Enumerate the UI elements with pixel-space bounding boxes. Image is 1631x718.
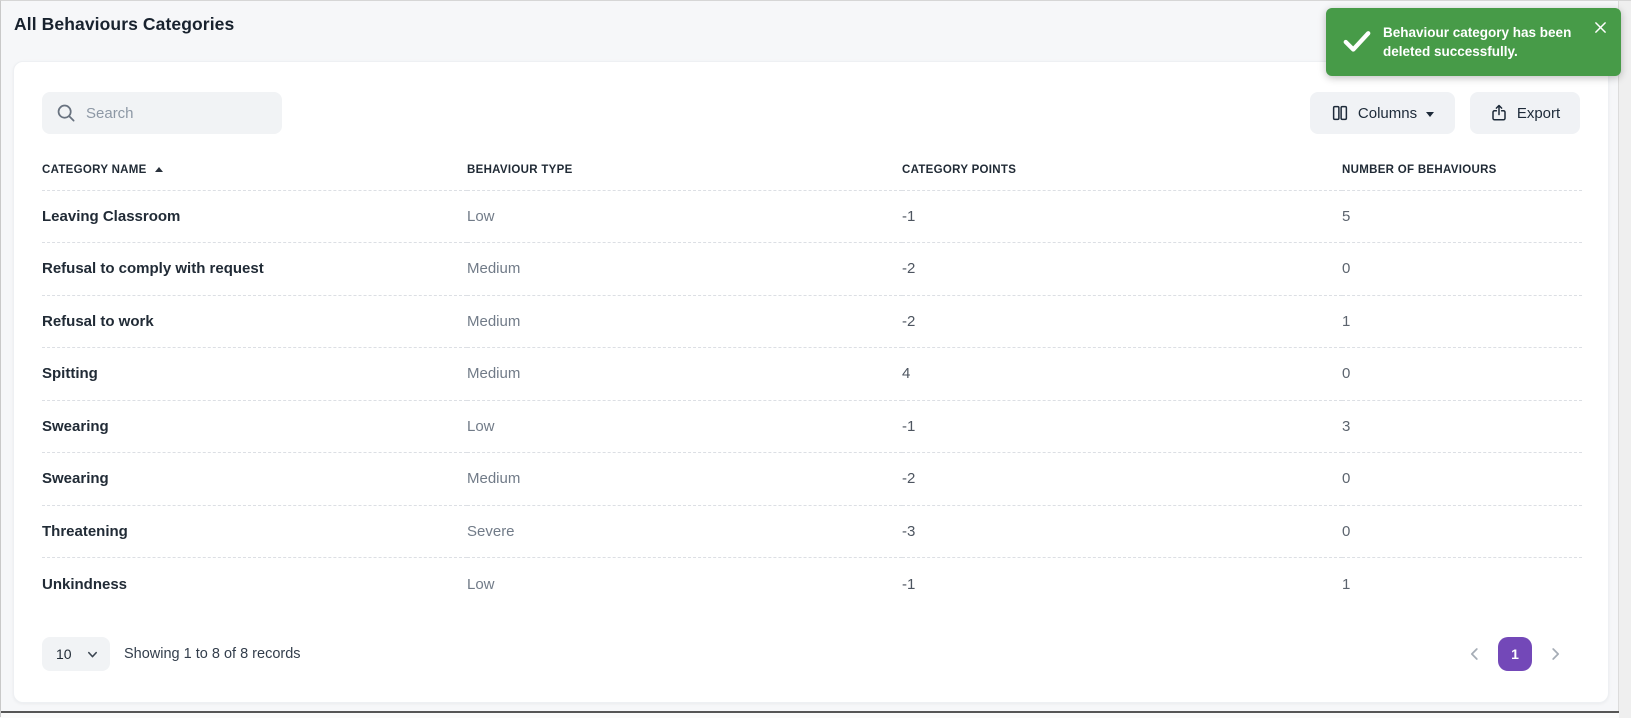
search-input[interactable] [86,104,285,122]
category-name-cell: Swearing [42,399,467,453]
category-points-cell: -2 [902,242,1342,295]
categories-table: CATEGORY NAME BEHAVIOUR TYPE CATEGORY PO… [42,150,1582,610]
page-scrollbar[interactable] [1618,1,1631,718]
toast-message-line2: deleted successfully. [1383,44,1518,59]
category-points-cell: -1 [902,399,1342,453]
export-icon [1490,104,1508,122]
pagination: 1 [1464,637,1580,671]
previous-page-button[interactable] [1464,643,1486,665]
window-bottom-edge [1,711,1619,713]
category-name-cell: Refusal to work [42,294,467,348]
category-points-cell: -2 [902,452,1342,505]
header-category-points[interactable]: CATEGORY POINTS [902,163,1017,176]
category-name-cell: Spitting [42,347,467,400]
page-1-button[interactable]: 1 [1498,637,1532,671]
category-points-cell: 4 [902,347,1342,400]
table-footer: 10 Showing 1 to 8 of 8 records 1 [42,635,1580,673]
behaviour-type-cell: Medium [467,347,902,400]
behaviour-type-cell: Low [467,399,902,453]
behaviour-type-cell: Medium [467,294,902,348]
category-name-cell: Swearing [42,452,467,505]
header-category-name[interactable]: CATEGORY NAME [42,150,467,190]
behaviours-count-cell: 3 [1342,399,1582,453]
behaviours-count-cell: 1 [1342,557,1582,610]
page-size-select[interactable]: 10 [42,637,110,671]
toolbar-buttons: Columns Export [1310,92,1580,134]
behaviours-count-cell: 0 [1342,347,1582,400]
columns-icon [1331,104,1349,122]
category-name-cell: Leaving Classroom [42,189,467,243]
records-summary: Showing 1 to 8 of 8 records [124,646,301,662]
window-bottom-gap [1,713,1619,718]
behaviour-type-cell: Low [467,557,902,610]
category-name-cell: Refusal to comply with request [42,242,467,295]
table-row[interactable]: Threatening Severe -3 0 [42,504,1582,558]
table-row[interactable]: Refusal to work Medium -2 1 [42,294,1582,348]
behaviours-count-cell: 5 [1342,189,1582,243]
behaviours-count-cell: 0 [1342,242,1582,295]
behaviours-count-cell: 0 [1342,452,1582,505]
columns-button-label: Columns [1357,104,1418,122]
columns-button[interactable]: Columns [1310,92,1455,134]
behaviour-type-cell: Low [467,189,902,243]
table-row[interactable]: Spitting Medium 4 0 [42,347,1582,400]
category-points-cell: -3 [902,504,1342,558]
category-points-cell: -1 [902,189,1342,243]
page-size-value: 10 [56,646,72,662]
table-row[interactable]: Swearing Low -1 3 [42,399,1582,453]
category-points-cell: -2 [902,294,1342,348]
export-button[interactable]: Export [1470,92,1580,134]
check-icon [1342,29,1372,60]
table-row[interactable]: Leaving Classroom Low -1 5 [42,189,1582,243]
category-name-cell: Unkindness [42,557,467,610]
next-page-button[interactable] [1544,643,1566,665]
page-title: All Behaviours Categories [14,14,235,34]
header-behaviour-type[interactable]: BEHAVIOUR TYPE [467,163,573,176]
search-box[interactable] [42,92,285,134]
behaviour-type-cell: Medium [467,452,902,505]
header-number-of-behaviours[interactable]: NUMBER OF BEHAVIOURS [1342,163,1497,176]
chevron-down-icon [1426,111,1435,117]
table-header-row: CATEGORY NAME BEHAVIOUR TYPE CATEGORY PO… [42,150,1582,190]
behaviour-type-cell: Medium [467,242,902,295]
behaviour-categories-card: Columns Export CATEGORY NAME [13,61,1609,703]
behaviours-count-cell: 1 [1342,294,1582,348]
chevron-down-icon [86,648,99,661]
table-row[interactable]: Unkindness Low -1 1 [42,557,1582,610]
sort-ascending-icon [154,166,163,172]
toast-message: Behaviour category has been deleted succ… [1383,23,1583,61]
search-icon [56,103,76,123]
category-points-cell: -1 [902,557,1342,610]
close-icon[interactable] [1589,16,1611,38]
export-button-label: Export [1516,104,1561,122]
success-toast: Behaviour category has been deleted succ… [1326,8,1621,76]
behaviour-type-cell: Severe [467,504,902,558]
behaviours-count-cell: 0 [1342,504,1582,558]
toast-message-line1: Behaviour category has been [1383,25,1572,40]
category-name-cell: Threatening [42,504,467,558]
table-row[interactable]: Swearing Medium -2 0 [42,452,1582,505]
table-row[interactable]: Refusal to comply with request Medium -2… [42,242,1582,295]
